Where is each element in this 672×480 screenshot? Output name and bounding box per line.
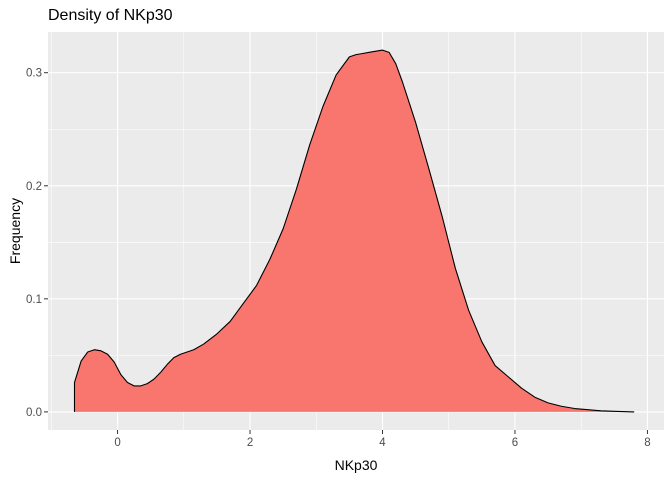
- density-area: [74, 50, 635, 412]
- x-tick-label: 0: [114, 437, 120, 449]
- x-tick-label: 6: [512, 437, 518, 449]
- y-axis-title: Frequency: [7, 198, 23, 264]
- y-axis-ticks: 0.0 0.1 0.2 0.3: [26, 68, 48, 419]
- x-tick-label: 4: [379, 437, 386, 449]
- x-axis-title: NKp30: [335, 457, 378, 473]
- density-series-layer: [73, 49, 635, 413]
- y-tick-label: 0.0: [26, 407, 42, 419]
- y-tick-label: 0.2: [26, 181, 42, 193]
- y-tick-label: 0.1: [26, 294, 42, 306]
- x-axis-ticks: 0 2 4 6 8: [114, 430, 651, 449]
- x-tick-label: 2: [247, 437, 253, 449]
- density-outline: [73, 49, 635, 413]
- x-tick-label: 8: [644, 437, 650, 449]
- y-tick-label: 0.3: [26, 68, 42, 80]
- chart-title: Density of NKp30: [48, 7, 173, 24]
